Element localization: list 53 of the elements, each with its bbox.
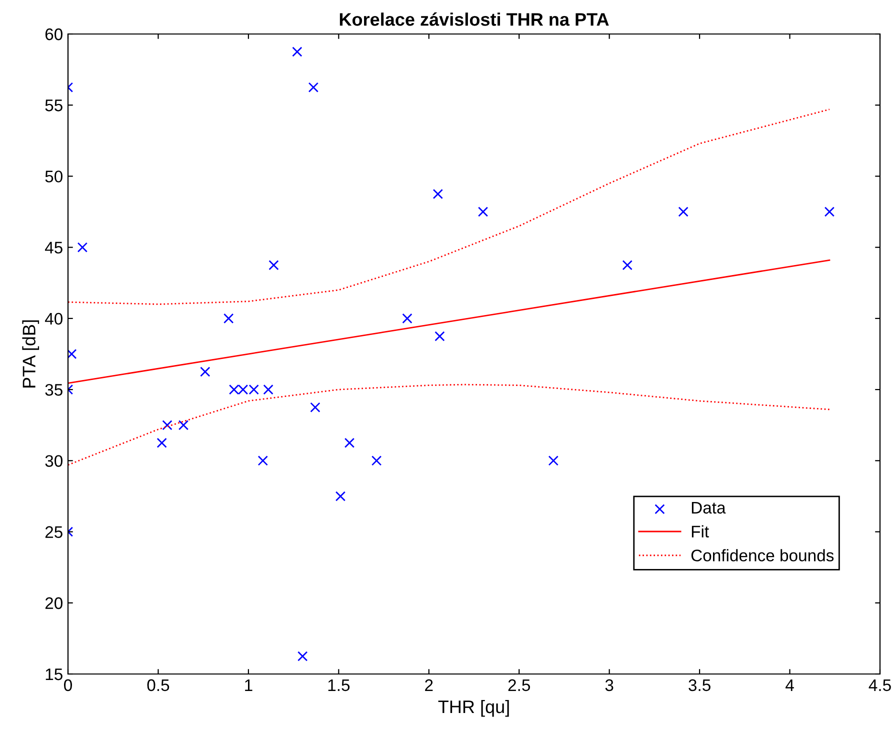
point [68,348,77,360]
x-tick-label: 1 [245,679,252,691]
point [432,188,443,200]
point [268,260,279,270]
x-tick-label: 3 [605,679,614,692]
y-tick-label: 35 [45,384,62,396]
y-tick-label: 60 [45,28,62,40]
legend-label: Fit [692,525,709,538]
point [263,384,274,395]
point [622,260,632,270]
x-tick-label: 2 [425,679,433,691]
point [297,651,308,662]
point [292,46,302,57]
point [344,438,355,448]
chart-title: Korelace závislosti THR na PTA [340,12,609,26]
x-tick-label: 4 [786,679,794,691]
point [310,402,320,412]
point [156,438,167,448]
point [335,491,346,502]
point [478,206,488,217]
y-axis-title: PTA [dB] [22,320,40,388]
y-tick-label: 25 [45,526,62,538]
y-tick-label: 45 [44,242,62,254]
legend-label: Data [692,502,726,514]
x-tick-label: 2.5 [508,679,530,692]
point [434,331,445,342]
point [678,206,688,217]
point [178,420,189,430]
x-tick-label: 0 [64,679,72,692]
y-tick-label: 55 [45,100,62,112]
legend-label: Confidence bounds [691,549,834,562]
point [258,456,268,466]
point [77,242,88,252]
y-tick-label: 30 [45,455,62,467]
y-tick-label: 15 [46,668,62,680]
x-axis-title: THR [qu] [438,700,509,717]
point [224,313,234,324]
point [824,206,835,217]
line-series [68,108,830,305]
line-series [68,384,830,466]
point [371,456,382,466]
y-tick-label: 20 [45,597,62,610]
point [308,82,318,92]
point [162,420,172,430]
point [200,366,210,377]
x-tick-label: 1.5 [328,679,350,692]
x-tick-label: 3.5 [688,679,710,692]
x-tick-label: 0.5 [147,679,170,692]
point [548,456,558,466]
x-tick-label: 4.5 [868,679,891,692]
y-tick-label: 40 [44,312,62,325]
point [402,313,412,324]
y-tick-label: 50 [45,170,62,182]
